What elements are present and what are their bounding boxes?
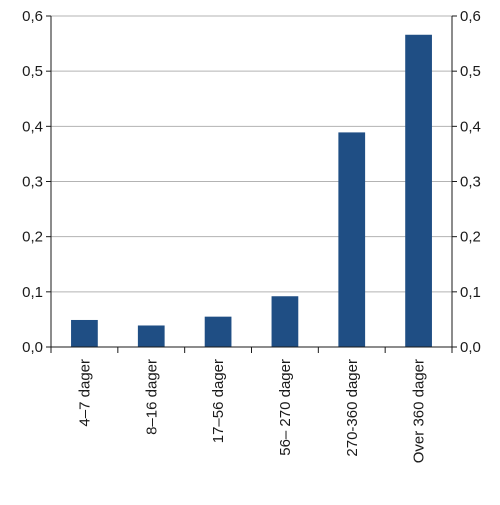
x-tick-label: 17–56 dager	[210, 359, 227, 443]
y-tick-label-left: 0,3	[22, 174, 43, 191]
axes	[46, 15, 457, 353]
y-tick-label-right: 0,5	[460, 63, 481, 80]
y-tick-label-left: 0,0	[22, 339, 43, 356]
y-axis-right: 0,0 0,1 0,2 0,3 0,4 0,5 0,6	[460, 8, 481, 356]
y-tick-label-right: 0,2	[460, 229, 481, 246]
y-tick-label-right: 0,3	[460, 174, 481, 191]
gridlines	[51, 15, 452, 293]
x-tick-label: 4–7 dager	[76, 359, 93, 427]
y-axis-left: 0,0 0,1 0,2 0,3 0,4 0,5 0,6	[22, 8, 43, 356]
bar	[137, 325, 165, 347]
bars	[71, 34, 432, 348]
x-axis: 4–7 dager 8–16 dager 17–56 dager 56– 270 da…	[76, 359, 427, 463]
y-tick-label-right: 0,1	[460, 284, 481, 301]
y-tick-label-right: 0,4	[460, 118, 481, 135]
bar	[71, 319, 98, 347]
bar	[271, 296, 299, 347]
y-tick-label-left: 0,6	[22, 8, 43, 25]
y-tick-label-left: 0,1	[22, 284, 43, 301]
bar	[405, 34, 432, 348]
x-tick-label: Over 360 dager	[411, 359, 428, 463]
x-tick-label: 8–16 dager	[143, 359, 160, 435]
y-tick-label-right: 0,0	[460, 339, 481, 356]
bar	[204, 316, 232, 347]
bar	[338, 132, 366, 347]
y-tick-label-right: 0,6	[460, 8, 481, 25]
x-tick-label: 56– 270 dager	[277, 359, 294, 456]
y-tick-label-left: 0,4	[22, 118, 43, 135]
y-tick-label-left: 0,5	[22, 63, 43, 80]
y-tick-label-left: 0,2	[22, 229, 43, 246]
x-tick-label: 270-360 dager	[344, 359, 361, 457]
